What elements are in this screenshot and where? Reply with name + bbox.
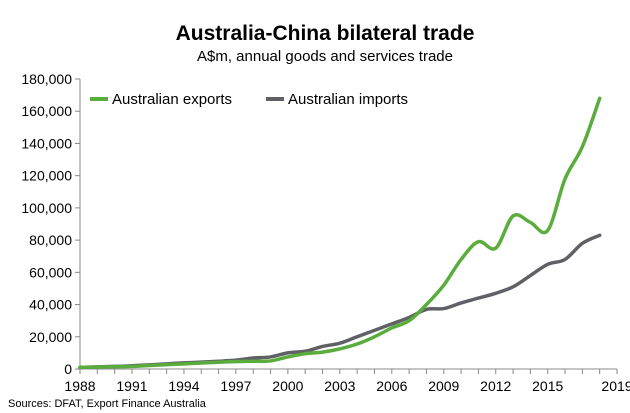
legend-label-australian-imports: Australian imports: [288, 91, 408, 108]
x-tick-label: 2000: [272, 378, 303, 394]
y-axis-ticks: 0 20,000 40,000 60,000 80,000 100,000 120,000 1…: [21, 71, 80, 377]
y-tick-label: 0: [64, 361, 72, 377]
y-tick-label: 180,000: [21, 71, 72, 87]
x-tick-label: 1988: [64, 378, 95, 394]
source-note: Sources: DFAT, Export Finance Australia: [8, 398, 207, 410]
series-lines: [78, 96, 602, 370]
y-tick-label: 20,000: [29, 329, 72, 345]
legend: Australian exports Australian imports: [90, 91, 408, 108]
x-tick-label: 2009: [428, 378, 459, 394]
x-tick-label: 2006: [376, 378, 407, 394]
x-tick-label: 1994: [168, 378, 199, 394]
y-tick-label: 80,000: [29, 232, 72, 248]
x-tick-label: 1997: [220, 378, 251, 394]
x-tick-label: 2019: [601, 378, 630, 394]
y-tick-label: 120,000: [21, 168, 72, 184]
chart-title: Australia-China bilateral trade: [176, 22, 475, 45]
x-tick-label: 2003: [324, 378, 355, 394]
legend-label-australian-exports: Australian exports: [112, 91, 232, 108]
x-axis-ticks: 1988 1991 1994 1997 2000 2003 2006 2009 2012 2015…: [64, 369, 630, 394]
y-tick-label: 60,000: [29, 264, 72, 280]
x-tick-label: 2012: [480, 378, 511, 394]
chart-subtitle: A$m, annual goods and services trade: [197, 48, 453, 65]
y-tick-label: 100,000: [21, 200, 72, 216]
x-tick-label: 2015: [532, 378, 563, 394]
series-line-australian-exports: [78, 96, 602, 370]
y-tick-label: 160,000: [21, 103, 72, 119]
y-tick-label: 40,000: [29, 297, 72, 313]
y-tick-label: 140,000: [21, 135, 72, 151]
x-tick-label: 1991: [116, 378, 147, 394]
